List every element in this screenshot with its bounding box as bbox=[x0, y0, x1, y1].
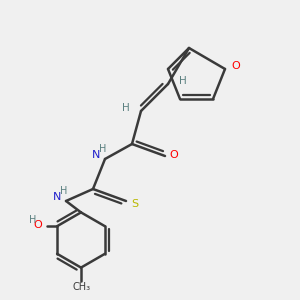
Text: S: S bbox=[131, 199, 139, 209]
Text: O: O bbox=[169, 149, 178, 160]
Text: H: H bbox=[122, 103, 130, 113]
Text: O: O bbox=[231, 61, 240, 71]
Text: H: H bbox=[29, 214, 37, 225]
Text: N: N bbox=[92, 149, 100, 160]
Text: H: H bbox=[179, 76, 187, 86]
Text: CH₃: CH₃ bbox=[73, 282, 91, 292]
Text: O: O bbox=[34, 220, 43, 230]
Text: H: H bbox=[99, 144, 106, 154]
Text: N: N bbox=[53, 191, 61, 202]
Text: H: H bbox=[60, 186, 67, 196]
